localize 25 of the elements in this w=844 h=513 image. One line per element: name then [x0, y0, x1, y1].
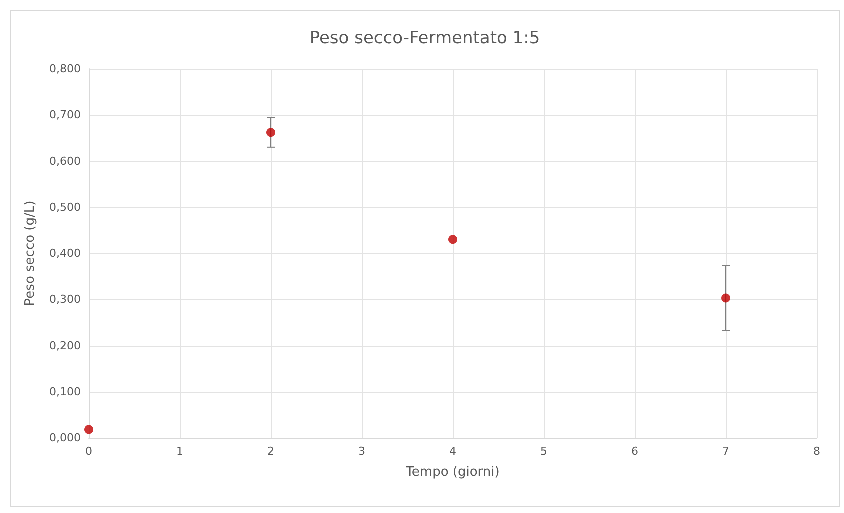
- y-tick-label: 0,000: [50, 432, 81, 444]
- x-tick-label: 7: [722, 445, 730, 458]
- y-tick-label: 0,600: [50, 154, 81, 168]
- x-tick-label: 2: [268, 445, 274, 458]
- x-tick-label: 8: [814, 445, 820, 458]
- point: [448, 235, 458, 244]
- y-tick-label: 0,800: [50, 62, 81, 76]
- point: [84, 425, 94, 434]
- x-tick-label: 5: [540, 445, 548, 458]
- y-tick-label: 0,400: [50, 247, 81, 260]
- point: [266, 128, 276, 138]
- x-tick-label: 3: [358, 445, 366, 458]
- x-tick-label: 0: [86, 445, 92, 458]
- y-tick-label: 0,100: [50, 385, 81, 398]
- y-tick-label: 0,500: [50, 200, 81, 214]
- y-tick-label: 0,700: [50, 108, 81, 122]
- x-tick-label: 6: [632, 445, 638, 458]
- chart-title: Peso secco-Fermentato 1:5: [310, 28, 540, 48]
- x-tick-label: 4: [450, 445, 456, 458]
- point: [722, 294, 730, 303]
- y-axis-title: Peso secco (g/L): [23, 200, 38, 306]
- x-tick-label: 1: [176, 445, 184, 458]
- y-tick-label: 0,200: [50, 339, 81, 352]
- y-tick-label: 0,300: [50, 293, 81, 306]
- x-axis-title: Tempo (giorni): [405, 465, 500, 480]
